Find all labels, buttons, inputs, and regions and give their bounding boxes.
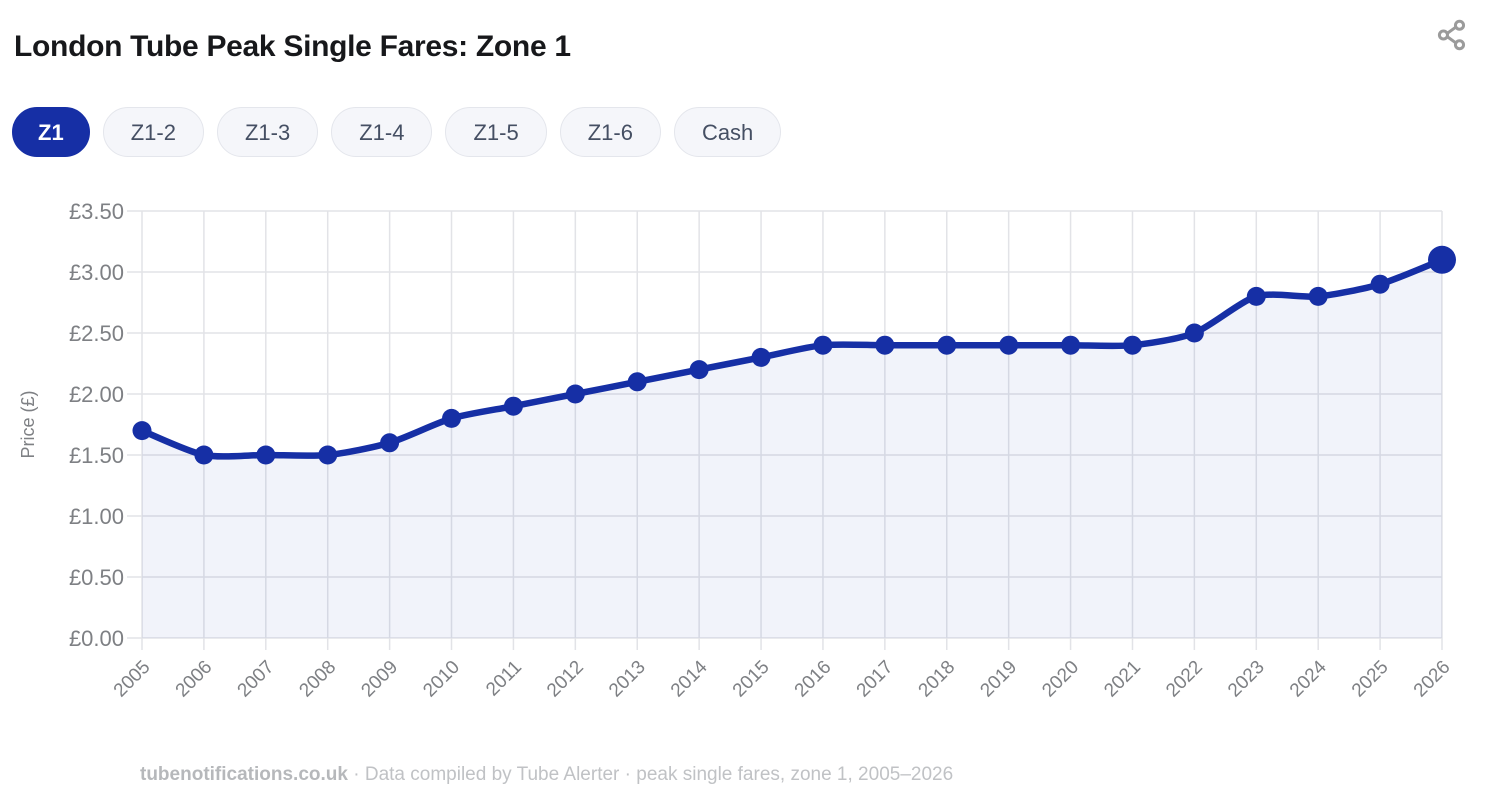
fare-zone-tabs: Z1 Z1-2 Z1-3 Z1-4 Z1-5 Z1-6 Cash bbox=[12, 107, 782, 157]
svg-text:£1.00: £1.00 bbox=[69, 504, 124, 529]
trend-line bbox=[138, 256, 1446, 460]
svg-text:2026: 2026 bbox=[1410, 657, 1455, 702]
svg-text:2018: 2018 bbox=[915, 657, 960, 702]
area-fill bbox=[142, 259, 1442, 638]
share-icon[interactable] bbox=[1432, 16, 1472, 56]
svg-text:2023: 2023 bbox=[1224, 657, 1269, 702]
data-point-2011[interactable] bbox=[503, 396, 523, 416]
svg-text:£3.50: £3.50 bbox=[69, 199, 124, 224]
data-point-2018[interactable] bbox=[937, 335, 957, 355]
data-point-2006[interactable] bbox=[194, 445, 214, 465]
tab-z1[interactable]: Z1 bbox=[12, 107, 90, 157]
svg-text:£0.00: £0.00 bbox=[69, 626, 124, 651]
data-point-2012[interactable] bbox=[565, 384, 585, 404]
data-point-2009[interactable] bbox=[380, 433, 400, 453]
svg-text:2013: 2013 bbox=[605, 657, 650, 702]
svg-text:£2.50: £2.50 bbox=[69, 321, 124, 346]
svg-text:2022: 2022 bbox=[1162, 657, 1207, 702]
chart-footer: tubenotifications.co.uk · Data compiled … bbox=[140, 764, 953, 786]
svg-text:2020: 2020 bbox=[1038, 657, 1083, 702]
footer-note: Data compiled by Tube Alerter · peak sin… bbox=[364, 764, 954, 785]
svg-text:2021: 2021 bbox=[1100, 657, 1145, 702]
tab-z1-2[interactable]: Z1-2 bbox=[102, 107, 204, 157]
tab-cash[interactable]: Cash bbox=[673, 107, 782, 157]
svg-text:2012: 2012 bbox=[543, 657, 588, 702]
data-point-2025[interactable] bbox=[1370, 274, 1390, 294]
tab-z1-6[interactable]: Z1-6 bbox=[559, 107, 661, 157]
page-title: London Tube Peak Single Fares: Zone 1 bbox=[14, 30, 571, 63]
svg-text:£2.00: £2.00 bbox=[69, 382, 124, 407]
svg-text:2019: 2019 bbox=[976, 657, 1021, 702]
svg-text:2025: 2025 bbox=[1348, 657, 1393, 702]
data-point-2016[interactable] bbox=[813, 335, 833, 355]
data-points bbox=[132, 245, 1456, 465]
tab-z1-4[interactable]: Z1-4 bbox=[331, 107, 433, 157]
grid-lines bbox=[127, 210, 1443, 650]
data-point-2026[interactable] bbox=[1428, 245, 1456, 274]
svg-text:£0.50: £0.50 bbox=[69, 565, 124, 590]
svg-text:2006: 2006 bbox=[172, 657, 217, 702]
footer-site: tubenotifications.co.uk bbox=[140, 764, 348, 785]
data-point-2014[interactable] bbox=[689, 360, 709, 380]
svg-text:2009: 2009 bbox=[357, 657, 402, 702]
svg-text:2005: 2005 bbox=[110, 657, 155, 702]
data-point-2008[interactable] bbox=[318, 445, 338, 465]
svg-text:2011: 2011 bbox=[482, 657, 526, 701]
svg-text:2008: 2008 bbox=[296, 657, 341, 702]
data-point-2020[interactable] bbox=[1061, 335, 1081, 355]
data-point-2021[interactable] bbox=[1122, 335, 1142, 355]
svg-text:2016: 2016 bbox=[791, 657, 836, 702]
svg-text:£1.50: £1.50 bbox=[69, 443, 124, 468]
svg-text:2007: 2007 bbox=[234, 657, 279, 702]
data-point-2005[interactable] bbox=[132, 421, 152, 441]
data-point-2023[interactable] bbox=[1246, 286, 1266, 306]
svg-text:2024: 2024 bbox=[1286, 656, 1331, 701]
y-axis-labels: £0.00 £0.50 £1.00 £1.50 £2.00 £2.50 £3.00 £3.50 bbox=[69, 199, 124, 651]
data-point-2010[interactable] bbox=[442, 408, 462, 428]
svg-text:2014: 2014 bbox=[667, 656, 712, 701]
svg-text:2015: 2015 bbox=[729, 657, 774, 702]
data-point-2015[interactable] bbox=[751, 347, 771, 367]
data-point-2019[interactable] bbox=[999, 335, 1019, 355]
svg-text:2010: 2010 bbox=[419, 657, 464, 702]
tab-z1-5[interactable]: Z1-5 bbox=[445, 107, 547, 157]
y-axis-title: Price (£) bbox=[18, 390, 38, 458]
data-point-2022[interactable] bbox=[1184, 323, 1204, 343]
data-point-2013[interactable] bbox=[627, 372, 647, 392]
data-point-2024[interactable] bbox=[1308, 286, 1328, 306]
svg-text:£3.00: £3.00 bbox=[69, 260, 124, 285]
x-axis-labels: 2005 2006 2007 2008 2009 2010 2011 2012 2013 2014… bbox=[110, 656, 1455, 701]
data-point-2007[interactable] bbox=[256, 445, 276, 465]
svg-text:2017: 2017 bbox=[853, 657, 898, 702]
data-point-2017[interactable] bbox=[875, 335, 895, 355]
tab-z1-3[interactable]: Z1-3 bbox=[216, 107, 319, 157]
footer-separator: · bbox=[353, 764, 360, 785]
